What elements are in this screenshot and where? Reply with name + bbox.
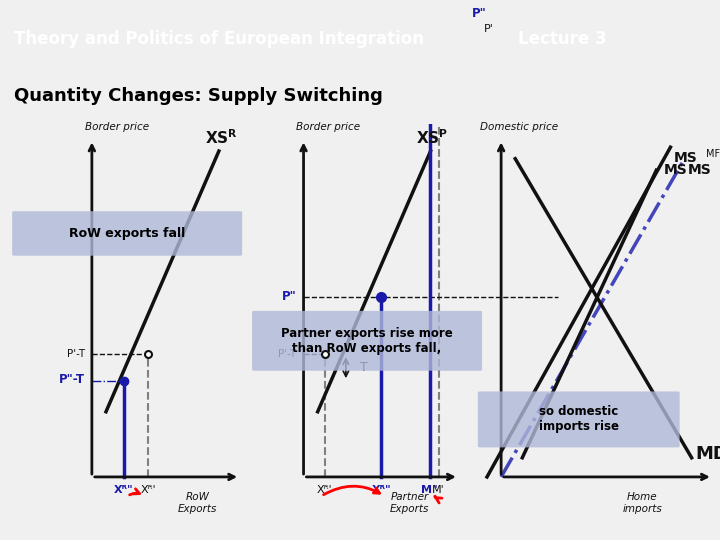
Text: MD: MD: [696, 445, 720, 463]
Text: Xᴿ": Xᴿ": [372, 484, 391, 495]
Text: Partner exports rise more
than RoW exports fall,: Partner exports rise more than RoW expor…: [282, 327, 453, 355]
Text: Theory and Politics of European Integration: Theory and Politics of European Integrat…: [14, 30, 424, 48]
Text: MS: MS: [688, 163, 712, 177]
Text: MS: MS: [663, 163, 687, 177]
Text: P": P": [472, 7, 487, 20]
FancyBboxPatch shape: [12, 211, 242, 256]
Text: T: T: [360, 361, 368, 374]
Text: Xᴿ': Xᴿ': [140, 484, 156, 495]
Text: P'-T: P'-T: [279, 349, 297, 359]
Text: Border price: Border price: [85, 122, 149, 132]
Text: MFN: MFN: [706, 149, 720, 159]
Text: Home
imports: Home imports: [622, 492, 662, 514]
Text: XS$^\mathregular{P}$: XS$^\mathregular{P}$: [416, 129, 449, 147]
Text: Xᴿ': Xᴿ': [317, 484, 333, 495]
Text: P"-T: P"-T: [59, 373, 85, 386]
Text: Partner
Exports: Partner Exports: [390, 492, 429, 514]
Text: M': M': [432, 484, 445, 495]
Text: RoW
Exports: RoW Exports: [178, 492, 217, 514]
Text: MS: MS: [674, 151, 698, 165]
FancyBboxPatch shape: [478, 392, 680, 448]
Text: P'-T: P'-T: [67, 349, 85, 359]
Text: so domestic
imports rise: so domestic imports rise: [539, 406, 618, 434]
Text: Xᴿ": Xᴿ": [114, 484, 133, 495]
Text: Quantity Changes: Supply Switching: Quantity Changes: Supply Switching: [14, 87, 383, 105]
Text: Lecture 3: Lecture 3: [518, 30, 607, 48]
Text: P': P': [484, 24, 494, 34]
Text: Domestic price: Domestic price: [480, 122, 558, 132]
Text: M": M": [421, 484, 438, 495]
FancyBboxPatch shape: [252, 311, 482, 371]
Text: XS$^\mathregular{R}$: XS$^\mathregular{R}$: [204, 129, 238, 147]
Text: RoW exports fall: RoW exports fall: [69, 227, 185, 240]
Text: P": P": [282, 290, 297, 303]
Text: Border price: Border price: [297, 122, 361, 132]
